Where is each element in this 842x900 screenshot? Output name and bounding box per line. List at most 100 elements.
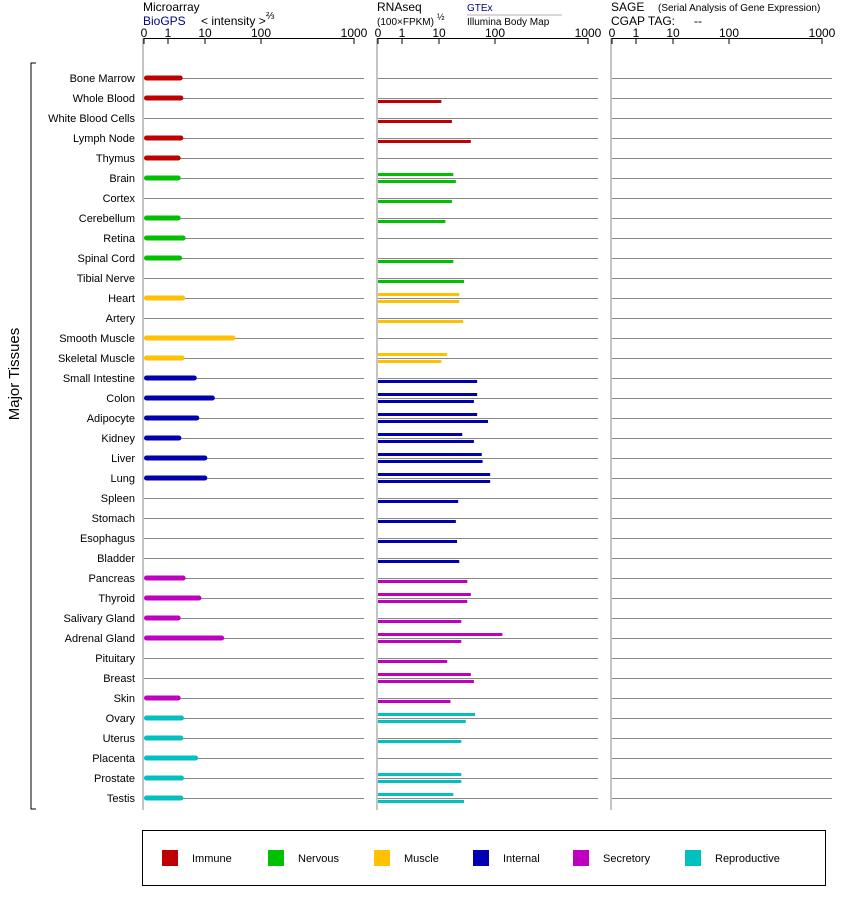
ibm-bar bbox=[378, 220, 446, 223]
tissue-row: Brain bbox=[109, 173, 832, 185]
sage-tick-label: 10 bbox=[666, 26, 680, 40]
legend-item: Immune bbox=[162, 850, 232, 866]
biogps-source-label: BioGPS bbox=[143, 14, 186, 28]
tissue-row: Testis bbox=[107, 793, 832, 805]
ibm-bar bbox=[378, 480, 491, 483]
tissue-row: Stomach bbox=[92, 513, 832, 525]
microarray-bar bbox=[144, 355, 185, 361]
cgap-tag-value: -- bbox=[694, 14, 702, 28]
tissue-row: Small Intestine bbox=[63, 373, 832, 385]
sage-subtitle: (Serial Analysis of Gene Expression) bbox=[658, 3, 820, 14]
tissue-label: Adipocyte bbox=[87, 413, 135, 425]
ibm-bar bbox=[378, 520, 456, 523]
tissue-row: Esophagus bbox=[80, 533, 832, 545]
gtex-bar bbox=[378, 293, 460, 296]
tissue-label: Whole Blood bbox=[73, 93, 135, 105]
tissue-row: Spinal Cord bbox=[78, 253, 832, 265]
tissue-label: Spinal Cord bbox=[78, 253, 135, 265]
tissue-row: White Blood Cells bbox=[48, 113, 832, 125]
microarray-tick-label: 1 bbox=[165, 26, 172, 40]
legend-item: Internal bbox=[473, 850, 540, 866]
tissue-row: Artery bbox=[106, 313, 832, 325]
tissue-label: Spleen bbox=[101, 493, 135, 505]
tissue-label: Lung bbox=[111, 473, 135, 485]
microarray-bar bbox=[144, 455, 208, 461]
ibm-source-label: Illumina Body Map bbox=[467, 17, 550, 28]
tissue-row: Smooth Muscle bbox=[59, 333, 832, 345]
microarray-bar bbox=[144, 295, 186, 301]
gtex-bar bbox=[378, 773, 462, 776]
tissue-row: Skeletal Muscle bbox=[58, 353, 832, 365]
tissue-label: Cortex bbox=[103, 193, 136, 205]
tissue-label: White Blood Cells bbox=[48, 113, 135, 125]
microarray-unit-label: < intensity > bbox=[201, 14, 266, 28]
gtex-bar bbox=[378, 713, 476, 716]
ibm-bar bbox=[378, 260, 454, 263]
legend-label: Internal bbox=[503, 853, 540, 865]
tissue-row: Heart bbox=[108, 293, 832, 305]
microarray-bar bbox=[144, 415, 200, 421]
tissue-label: Testis bbox=[107, 793, 136, 805]
microarray-bar bbox=[144, 575, 186, 581]
tissue-row: Lung bbox=[111, 473, 832, 485]
microarray-bar bbox=[144, 335, 236, 341]
tissue-label: Tibial Nerve bbox=[77, 273, 135, 285]
tissue-row: Liver bbox=[111, 453, 832, 465]
tissue-label: Lymph Node bbox=[73, 133, 135, 145]
rnaseq-title: RNAseq bbox=[377, 0, 422, 14]
microarray-unit-exponent: ⅔ bbox=[266, 11, 275, 22]
tissue-label: Heart bbox=[108, 293, 135, 305]
tissue-row: Tibial Nerve bbox=[77, 273, 832, 285]
tissue-row: Kidney bbox=[101, 433, 832, 445]
ibm-bar bbox=[378, 440, 474, 443]
rnaseq-tick-label: 1000 bbox=[575, 26, 602, 40]
cgap-tag-label: CGAP TAG: bbox=[611, 14, 675, 28]
legend-swatch bbox=[573, 850, 589, 866]
tissue-row: Breast bbox=[103, 673, 832, 685]
tissue-label: Adrenal Gland bbox=[65, 633, 135, 645]
ibm-bar bbox=[378, 120, 452, 123]
legend-item: Muscle bbox=[374, 850, 439, 866]
tissue-label: Thymus bbox=[96, 153, 136, 165]
sage-tick-label: 1000 bbox=[809, 26, 836, 40]
rnaseq-tick-label: 100 bbox=[485, 26, 505, 40]
tissue-row: Bone Marrow bbox=[70, 73, 832, 85]
microarray-bar bbox=[144, 695, 181, 701]
y-axis-label: Major Tissues bbox=[6, 328, 23, 421]
tissue-row: Thyroid bbox=[98, 593, 832, 605]
gtex-bar bbox=[378, 413, 478, 416]
tissue-label: Colon bbox=[106, 393, 135, 405]
gtex-bar bbox=[378, 593, 471, 596]
sage-tick-label: 1 bbox=[633, 26, 640, 40]
gtex-bar bbox=[378, 173, 454, 176]
panel-axes: 0 1 10 100 1000 0 1 10 100 1000 0 1 10 100 1000 bbox=[141, 26, 836, 810]
microarray-bar bbox=[144, 435, 182, 441]
tissue-label: Esophagus bbox=[80, 533, 136, 545]
tissue-label: Skeletal Muscle bbox=[58, 353, 135, 365]
gtex-bar bbox=[378, 393, 478, 396]
ibm-bar bbox=[378, 100, 442, 103]
ibm-bar bbox=[378, 720, 466, 723]
rnaseq-tick-label: 0 bbox=[375, 26, 382, 40]
legend: Immune Nervous Muscle Internal Secretory Repr… bbox=[162, 850, 780, 866]
gtex-bar bbox=[378, 633, 503, 636]
gtex-bar bbox=[378, 793, 454, 796]
legend-swatch bbox=[268, 850, 284, 866]
gtex-bar bbox=[378, 353, 448, 356]
gtex-bar bbox=[378, 673, 471, 676]
microarray-bar bbox=[144, 155, 181, 161]
gtex-bar bbox=[378, 453, 482, 456]
tissue-label: Brain bbox=[109, 173, 135, 185]
tissue-bracket bbox=[30, 62, 36, 810]
tissue-label: Bone Marrow bbox=[70, 73, 135, 85]
sage-tick-label: 0 bbox=[609, 26, 616, 40]
microarray-bar bbox=[144, 755, 199, 761]
tissue-rows: Bone Marrow Whole Blood White Blood Cells L… bbox=[48, 73, 832, 805]
legend-swatch bbox=[473, 850, 489, 866]
legend-item: Nervous bbox=[268, 850, 339, 866]
legend-label: Immune bbox=[192, 853, 232, 865]
microarray-bar bbox=[144, 175, 181, 181]
ibm-bar bbox=[378, 300, 460, 303]
ibm-bar bbox=[378, 780, 462, 783]
legend-swatch bbox=[374, 850, 390, 866]
